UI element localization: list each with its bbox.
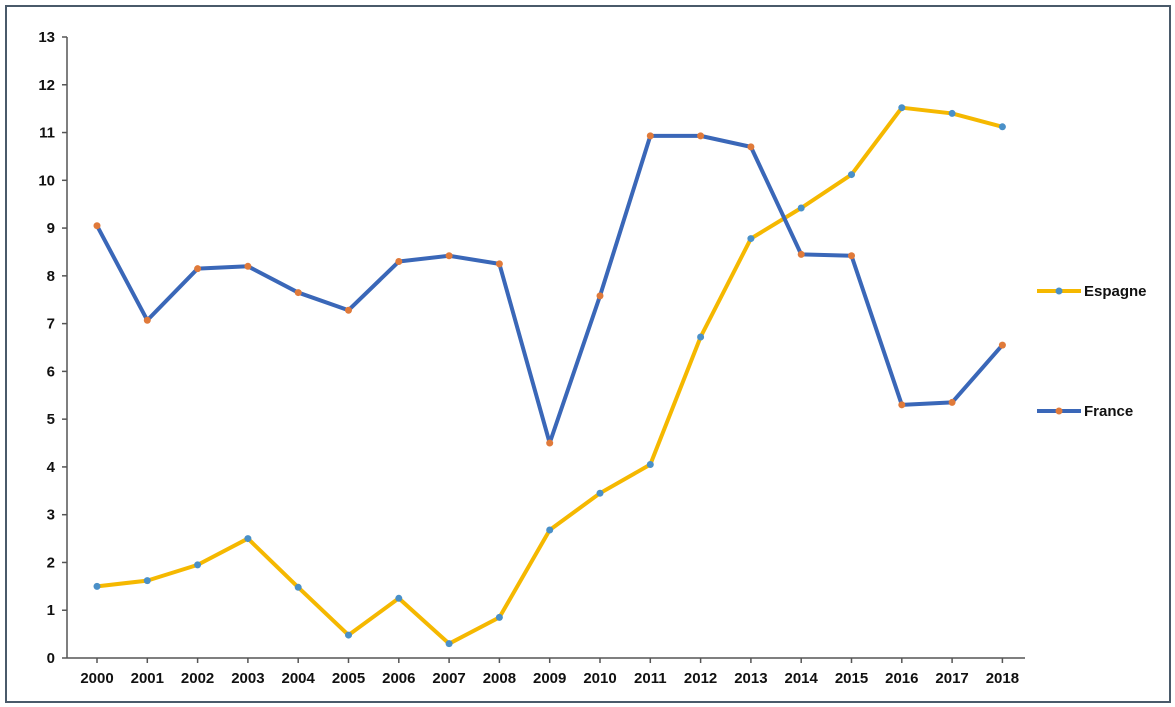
data-point-espagne bbox=[697, 333, 705, 341]
data-point-france bbox=[898, 401, 906, 409]
data-point-espagne bbox=[244, 535, 252, 543]
x-tick-label: 2003 bbox=[231, 670, 264, 687]
data-point-espagne bbox=[345, 631, 352, 639]
y-tick-label: 6 bbox=[47, 363, 55, 380]
data-point-espagne bbox=[596, 489, 604, 497]
y-tick-label: 9 bbox=[47, 220, 55, 237]
x-tick-label: 2017 bbox=[935, 670, 968, 687]
data-point-france bbox=[546, 439, 554, 447]
y-tick-label: 8 bbox=[47, 268, 55, 285]
x-tick-label: 2005 bbox=[332, 670, 365, 687]
data-point-espagne bbox=[948, 109, 956, 117]
x-tick-label: 2006 bbox=[382, 670, 415, 687]
x-tick-label: 2002 bbox=[181, 670, 214, 687]
data-point-espagne bbox=[395, 594, 403, 602]
data-point-france bbox=[244, 262, 252, 270]
y-tick-label: 11 bbox=[39, 125, 55, 142]
x-tick-label: 2012 bbox=[684, 670, 717, 687]
y-tick-label: 2 bbox=[47, 554, 55, 571]
y-tick-label: 12 bbox=[38, 77, 55, 94]
data-point-espagne bbox=[747, 235, 755, 243]
legend-label-france: France bbox=[1084, 403, 1133, 420]
data-point-france bbox=[848, 252, 855, 260]
y-tick-label: 10 bbox=[38, 172, 55, 189]
chart-frame: 0 1 2 3 4 5 6 7 8 9 10 11 12 13 2000 2001 2002 2003 2004 2… bbox=[5, 5, 1171, 703]
data-point-france bbox=[445, 252, 453, 260]
series-line-espagne bbox=[96, 105, 1003, 646]
x-tick-label: 2010 bbox=[583, 670, 616, 687]
data-point-france bbox=[395, 258, 403, 266]
series-group bbox=[93, 104, 1006, 648]
data-point-espagne bbox=[93, 582, 101, 590]
axes bbox=[66, 37, 1025, 659]
data-point-espagne bbox=[294, 583, 302, 591]
x-tick-label: 2014 bbox=[785, 670, 819, 687]
data-point-espagne bbox=[797, 204, 805, 212]
x-tick-label: 2000 bbox=[80, 670, 113, 687]
legend-marker-france bbox=[1055, 407, 1063, 415]
y-tick-label: 13 bbox=[38, 29, 55, 46]
x-tick-label: 2008 bbox=[483, 670, 516, 687]
x-tick-label: 2013 bbox=[734, 670, 767, 687]
x-tick-label: 2018 bbox=[986, 670, 1019, 687]
data-point-espagne bbox=[998, 123, 1006, 131]
data-point-espagne bbox=[546, 526, 554, 534]
data-point-espagne bbox=[495, 613, 503, 621]
series-line-france bbox=[95, 133, 1004, 446]
y-tick-label: 5 bbox=[47, 411, 55, 428]
x-axis-ticks: 2000 2001 2002 2003 2004 2005 2006 2007 2008 2009… bbox=[80, 658, 1019, 687]
data-point-espagne bbox=[194, 561, 202, 569]
data-point-france bbox=[596, 292, 604, 300]
data-point-france bbox=[294, 289, 302, 297]
data-point-espagne bbox=[848, 171, 855, 179]
legend-marker-espagne bbox=[1055, 287, 1063, 295]
legend: Espagne France bbox=[1037, 283, 1147, 420]
y-tick-label: 0 bbox=[47, 650, 55, 667]
x-tick-label: 2001 bbox=[131, 670, 164, 687]
y-tick-label: 7 bbox=[47, 316, 55, 333]
data-point-france bbox=[998, 341, 1006, 349]
data-point-france bbox=[747, 143, 755, 151]
data-point-france bbox=[646, 132, 654, 140]
data-point-france bbox=[495, 260, 503, 268]
data-point-france bbox=[194, 265, 202, 273]
data-point-france bbox=[948, 398, 956, 406]
legend-label-espagne: Espagne bbox=[1084, 283, 1147, 300]
x-tick-label: 2011 bbox=[634, 670, 667, 687]
data-point-france bbox=[143, 316, 151, 324]
data-point-espagne bbox=[445, 640, 453, 648]
x-tick-label: 2016 bbox=[885, 670, 918, 687]
data-point-france bbox=[697, 132, 705, 140]
x-tick-label: 2015 bbox=[835, 670, 868, 687]
data-point-france bbox=[345, 306, 352, 314]
y-tick-label: 1 bbox=[47, 602, 55, 619]
data-point-espagne bbox=[898, 104, 906, 112]
x-tick-label: 2004 bbox=[282, 670, 316, 687]
data-point-france bbox=[93, 222, 101, 230]
x-tick-label: 2007 bbox=[432, 670, 465, 687]
data-point-espagne bbox=[646, 461, 654, 469]
y-tick-label: 4 bbox=[47, 459, 56, 476]
data-point-espagne bbox=[143, 577, 151, 585]
data-point-france bbox=[797, 250, 805, 258]
y-tick-label: 3 bbox=[47, 507, 55, 524]
x-tick-label: 2009 bbox=[533, 670, 566, 687]
